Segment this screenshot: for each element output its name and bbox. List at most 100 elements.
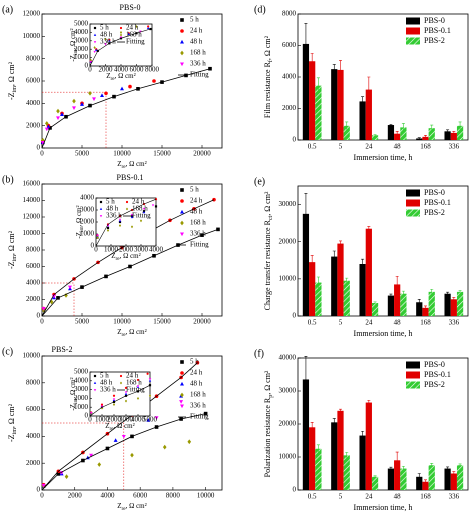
- y-tick-label: 5000: [74, 20, 89, 28]
- panel-label: (a): [2, 4, 13, 15]
- error-bar: [332, 418, 336, 427]
- legend-label: Fitting: [126, 38, 145, 46]
- legend-label: PBS-0.1: [424, 26, 451, 35]
- x-tick-label: 48: [394, 493, 402, 501]
- marker: [112, 403, 116, 406]
- y-tick-label: 4000: [74, 28, 89, 36]
- bar: [400, 468, 407, 490]
- y-axis-label-part: im: [12, 428, 18, 435]
- x-axis-label: Immersion time, h: [354, 153, 413, 162]
- y-tick-label: 2000: [26, 295, 41, 303]
- panel-label: (c): [2, 346, 13, 357]
- legend-label: PBS-0: [424, 188, 445, 197]
- marker: [120, 86, 124, 91]
- y-axis-label-part: f: [267, 60, 274, 62]
- y-tick-label: 0: [37, 144, 41, 152]
- bar: [400, 293, 407, 316]
- error-bar: [304, 23, 308, 65]
- x-tick-label: 1000: [104, 246, 119, 254]
- fit-line: [41, 362, 206, 491]
- x-tick-label: 24: [365, 319, 373, 327]
- y-tick-label: 3000: [74, 36, 89, 44]
- legend-marker: [180, 371, 184, 375]
- legend-marker: [119, 33, 123, 37]
- y-axis-label-part: -Z: [69, 404, 77, 411]
- y-axis-label-part: im: [12, 86, 18, 93]
- y-axis-label-part: , Ω cm²: [75, 205, 83, 226]
- plot-frame: [297, 13, 469, 141]
- bar: [456, 465, 464, 490]
- x-axis-label-part: , Ω cm²: [120, 252, 141, 260]
- marker: [92, 97, 96, 102]
- bar: [331, 256, 338, 316]
- marker: [124, 391, 128, 394]
- legend-label: PBS-2: [424, 208, 445, 217]
- x-tick-label: 168: [420, 493, 431, 501]
- error-bar: [389, 123, 393, 126]
- error-bar: [446, 129, 450, 133]
- error-bar: [430, 124, 434, 132]
- marker: [127, 32, 130, 35]
- y-tick-label: 16000: [23, 180, 41, 188]
- x-axis-label-part: Z: [117, 328, 121, 336]
- marker: [124, 392, 128, 395]
- y-tick-label: 3000: [74, 385, 89, 393]
- bar: [444, 468, 451, 490]
- marker: [100, 405, 104, 408]
- error-bar: [401, 465, 405, 471]
- x-tick-label: 0: [88, 66, 92, 74]
- error-bar: [373, 134, 377, 137]
- x-axis-label-part: Z: [106, 72, 110, 80]
- bar: [450, 473, 457, 490]
- error-bar: [446, 466, 450, 471]
- legend-label: 168 h: [126, 31, 142, 39]
- x-axis-label-part: , Ω cm²: [115, 72, 136, 80]
- error-bar: [339, 240, 342, 247]
- error-bar: [361, 258, 365, 269]
- error-bar: [389, 293, 393, 298]
- legend-marker: [180, 39, 184, 44]
- legend-marker: [99, 215, 103, 218]
- y-tick-label: 2000: [74, 45, 89, 53]
- legend-marker: [180, 392, 184, 398]
- x-tick-label: 10000: [113, 318, 131, 326]
- marker: [162, 444, 167, 450]
- x-axis-label: Immersion time, h: [354, 329, 413, 338]
- x-tick-label: 4000: [114, 66, 129, 74]
- bar: [315, 448, 322, 490]
- bar: [359, 435, 366, 490]
- marker: [136, 396, 140, 400]
- y-axis-label: -Zim, Ω cm²: [7, 61, 19, 100]
- marker: [96, 234, 99, 237]
- x-axis-label: Immersion time, h: [354, 503, 413, 512]
- bar: [365, 402, 372, 490]
- marker: [104, 37, 107, 41]
- bar: [337, 69, 344, 140]
- panel-label: (b): [2, 174, 14, 185]
- bar: [371, 303, 379, 316]
- x-tick-label: 3000: [119, 416, 134, 424]
- x-axis-label: Zre, Ω cm²: [105, 422, 134, 433]
- y-tick-label: 1000: [74, 403, 89, 411]
- legend-label: 48 h: [190, 38, 203, 46]
- y-tick-label: 4000: [26, 279, 41, 287]
- y-tick-label: 1000: [80, 230, 95, 238]
- legend-label: 168 h: [190, 49, 206, 57]
- marker: [124, 386, 128, 389]
- y-tick-label: 0: [293, 312, 297, 320]
- marker: [149, 27, 152, 31]
- marker: [121, 434, 126, 439]
- error-bar: [446, 291, 450, 296]
- bar: [371, 476, 379, 490]
- error-bar: [367, 226, 371, 231]
- x-tick-label: 10000: [197, 492, 215, 500]
- error-bar: [395, 131, 399, 137]
- panel-label: (e): [254, 176, 265, 187]
- legend-swatch: [406, 17, 420, 25]
- legend-label: 48 h: [106, 205, 119, 213]
- x-tick-label: 3000: [134, 246, 149, 254]
- panel-label: (d): [254, 4, 266, 15]
- legend-label: 24 h: [126, 24, 139, 32]
- y-tick-label: 8000: [26, 246, 41, 254]
- error-bar: [373, 301, 377, 305]
